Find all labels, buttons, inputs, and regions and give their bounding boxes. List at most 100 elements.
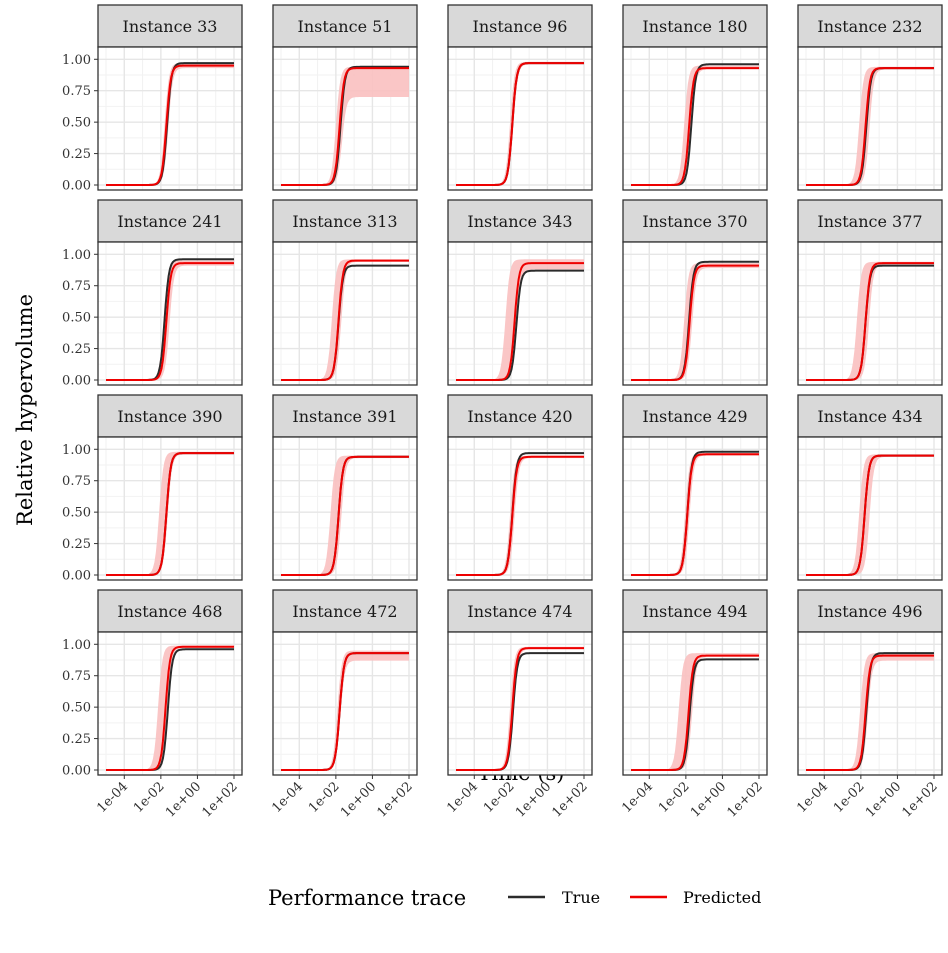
panel-border xyxy=(447,241,593,386)
x-tick-label: 1e+02 xyxy=(550,779,591,820)
panel-border xyxy=(97,46,243,191)
legend-true-label: True xyxy=(562,888,600,907)
facet-panel: Instance 51 xyxy=(272,4,418,191)
facet-strip xyxy=(797,394,943,438)
facet-strip xyxy=(797,4,943,48)
facet-panel: Instance 232 xyxy=(797,4,943,191)
panel-border xyxy=(272,436,418,581)
facet-strip xyxy=(272,394,418,438)
facet-title: Instance 429 xyxy=(642,407,747,426)
panel-border xyxy=(97,241,243,386)
facet-panel: Instance 429 xyxy=(622,394,768,581)
facet-strip xyxy=(622,199,768,243)
y-tick-label: 0.25 xyxy=(62,342,91,357)
x-tick-label: 1e+00 xyxy=(688,779,729,820)
facet-title: Instance 313 xyxy=(292,212,397,231)
x-tick-label: 1e-04 xyxy=(94,779,131,816)
predicted-trace xyxy=(631,67,759,186)
predicted-trace xyxy=(456,455,584,576)
facet-strip xyxy=(447,199,593,243)
x-tick-label: 1e-04 xyxy=(444,779,481,816)
plot-area xyxy=(98,47,242,190)
predicted-trace xyxy=(281,259,409,381)
predicted-trace xyxy=(281,67,409,186)
facet-strip xyxy=(797,589,943,633)
grid xyxy=(623,47,767,190)
facet-panel: Instance 180 xyxy=(622,4,768,191)
y-tick-label: 0.75 xyxy=(62,84,91,99)
facet-panel: Instance 434 xyxy=(797,394,943,581)
prediction-band xyxy=(281,66,409,185)
panel-border xyxy=(97,436,243,581)
x-tick-label: 1e+02 xyxy=(200,779,241,820)
y-axis-title: Relative hypervolume xyxy=(13,294,37,526)
panel-border xyxy=(797,46,943,191)
facet-title: Instance 420 xyxy=(467,407,572,426)
y-tick-label: 0.00 xyxy=(62,569,91,584)
facet-panel: Instance 241 0.00 0.25 0.50 0.75 1.00 xyxy=(62,199,243,389)
predicted-trace xyxy=(106,262,234,381)
facet-title: Instance 494 xyxy=(642,602,747,621)
x-tick-label: 1e+00 xyxy=(163,779,204,820)
facet-title: Instance 434 xyxy=(817,407,922,426)
facet-title: Instance 391 xyxy=(292,407,397,426)
panel-border xyxy=(622,631,768,776)
y-tick-label: 1.00 xyxy=(62,53,91,68)
x-tick-label: 1e-04 xyxy=(619,779,656,816)
x-tick-label: 1e-04 xyxy=(269,779,306,816)
x-tick-label: 1e-04 xyxy=(794,779,831,816)
y-tick-label: 0.50 xyxy=(62,506,91,521)
facet-title: Instance 370 xyxy=(642,212,747,231)
facet-strip xyxy=(622,4,768,48)
panel-border xyxy=(622,46,768,191)
facet-panel: Instance 96 xyxy=(447,4,593,191)
y-tick-label: 0.75 xyxy=(62,279,91,294)
predicted-trace xyxy=(631,453,759,576)
facet-title: Instance 390 xyxy=(117,407,222,426)
x-tick-label: 1e+02 xyxy=(900,779,941,820)
prediction-band xyxy=(631,263,759,380)
predicted-trace xyxy=(631,264,759,381)
facet-title: Instance 96 xyxy=(473,17,568,36)
facet-panels: Instance 330.000.250.500.751.00Instance … xyxy=(62,4,943,821)
grid xyxy=(98,632,242,775)
y-tick-label: 0.00 xyxy=(62,764,91,779)
facet-panel: Instance 391 xyxy=(272,394,418,581)
predicted-trace xyxy=(106,645,234,771)
grid xyxy=(273,437,417,580)
panel-border xyxy=(622,436,768,581)
panel-border xyxy=(447,46,593,191)
predicted-trace xyxy=(806,454,934,576)
predicted-trace xyxy=(631,654,759,771)
facet-panel: Instance 33 0.00 0.25 0.50 0.75 1.00 xyxy=(62,4,243,194)
x-tick-label: 1e+02 xyxy=(725,779,766,820)
facet-strip xyxy=(97,589,243,633)
panel-border xyxy=(272,631,418,776)
legend-predicted-label: Predicted xyxy=(683,888,761,907)
facet-title: Instance 468 xyxy=(117,602,222,621)
predicted-trace xyxy=(106,64,234,186)
plot-area xyxy=(448,47,592,190)
y-tick-label: 0.00 xyxy=(62,374,91,389)
facet-title: Instance 241 xyxy=(117,212,222,231)
facet-title: Instance 496 xyxy=(817,602,922,621)
facet-title: Instance 343 xyxy=(467,212,572,231)
prediction-band xyxy=(806,454,934,575)
facet-panel: Instance 370 xyxy=(622,199,768,386)
panel-border xyxy=(447,631,593,776)
facet-strip xyxy=(797,199,943,243)
facet-panel: Instance 420 xyxy=(447,394,593,581)
y-tick-label: 1.00 xyxy=(62,248,91,263)
prediction-band xyxy=(106,645,234,770)
y-tick-label: 0.75 xyxy=(62,474,91,489)
predicted-trace xyxy=(456,647,584,771)
facet-title: Instance 377 xyxy=(817,212,922,231)
x-tick-label: 1e+00 xyxy=(338,779,379,820)
facet-panel: Instance 343 xyxy=(447,199,593,386)
predicted-trace xyxy=(456,262,584,381)
facet-title: Instance 51 xyxy=(298,17,393,36)
y-tick-label: 0.50 xyxy=(62,116,91,131)
facet-strip xyxy=(622,589,768,633)
